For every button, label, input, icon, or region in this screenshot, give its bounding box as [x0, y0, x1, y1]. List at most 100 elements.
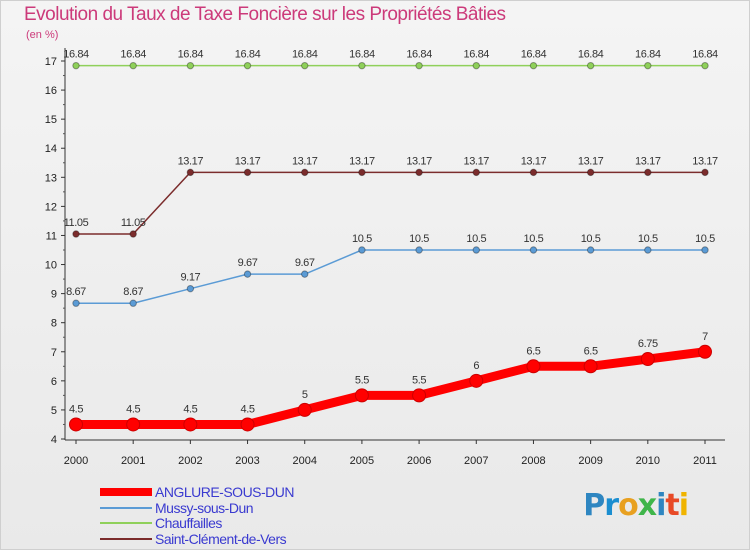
- data-point: [586, 246, 595, 254]
- legend-label-2: Chauffailles: [155, 515, 222, 531]
- data-label: 10.5: [466, 233, 486, 245]
- data-point: [412, 388, 427, 403]
- data-point: [129, 61, 137, 70]
- data-label: 10.5: [524, 233, 544, 245]
- data-point: [358, 168, 366, 177]
- x-tick-label: 2002: [178, 455, 202, 467]
- data-label: 6.5: [526, 345, 540, 357]
- data-point: [243, 270, 252, 278]
- data-point: [186, 284, 195, 293]
- data-label: 4.5: [126, 403, 140, 415]
- data-label: 5: [302, 389, 308, 401]
- x-tick-label: 2010: [636, 455, 660, 467]
- data-label: 10.5: [409, 233, 429, 245]
- legend-label-1: Mussy-sous-Dun: [155, 500, 253, 516]
- data-point: [358, 246, 366, 254]
- data-point: [126, 417, 141, 432]
- data-point: [472, 168, 480, 177]
- x-tick-label: 2001: [121, 455, 145, 467]
- data-label: 16.84: [349, 49, 375, 61]
- data-label: 13.17: [349, 155, 375, 167]
- y-tick-label: 9: [51, 289, 57, 301]
- data-label: 6: [473, 360, 479, 372]
- x-tick-label: 2011: [693, 455, 717, 467]
- x-tick-label: 2004: [292, 455, 316, 467]
- data-label-layer: 16.84 16.84 16.84 16.84 16.84 16.84 16.84 16.84…: [63, 49, 718, 416]
- data-point: [586, 168, 595, 177]
- data-point: [529, 168, 538, 177]
- data-point: [72, 299, 80, 307]
- data-point: [69, 417, 83, 432]
- data-label: 16.84: [521, 49, 547, 61]
- data-point: [72, 61, 80, 70]
- data-point: [586, 61, 595, 70]
- data-label: 4.5: [69, 403, 83, 415]
- data-point: [243, 61, 252, 70]
- data-point: [472, 61, 480, 70]
- x-tick-label: 2007: [464, 455, 488, 467]
- series-line-3: [75, 171, 706, 235]
- y-tick-label: 5: [51, 405, 57, 417]
- data-point: [354, 388, 369, 403]
- grid-layer: 4 5 6 7 8 9 10 11 12 13 14 15 16 17 2000 2001 2002 2003 20…: [45, 48, 725, 467]
- proxiti-logo: Proxiti: [583, 488, 689, 523]
- data-point: [640, 352, 655, 367]
- data-label: 16.84: [178, 49, 204, 61]
- data-label: 13.17: [521, 155, 547, 167]
- data-point: [529, 246, 538, 254]
- data-point: [698, 344, 712, 359]
- data-point: [415, 168, 423, 177]
- data-label: 13.17: [578, 155, 604, 167]
- data-point: [415, 61, 423, 70]
- series-layer: [69, 61, 712, 432]
- data-label: 13.17: [406, 155, 432, 167]
- data-label: 16.84: [292, 49, 318, 61]
- x-tick-label: 2006: [407, 455, 431, 467]
- data-label: 16.84: [692, 49, 718, 61]
- data-point: [243, 168, 252, 177]
- y-tick-label: 11: [46, 230, 57, 242]
- y-tick-label: 14: [45, 143, 57, 155]
- y-tick-label: 4: [51, 434, 57, 446]
- y-tick-label: 8: [51, 318, 57, 330]
- data-label: 4.5: [240, 403, 254, 415]
- legend-label-0: ANGLURE-SOUS-DUN: [155, 484, 294, 500]
- data-label: 16.84: [406, 49, 432, 61]
- y-tick-label: 15: [45, 114, 57, 126]
- y-tick-label: 17: [45, 56, 57, 68]
- data-label: 11.05: [121, 217, 146, 229]
- data-label: 13.17: [692, 155, 718, 167]
- data-label: 9.17: [180, 272, 200, 284]
- data-point: [297, 402, 312, 417]
- y-tick-label: 6: [51, 376, 57, 388]
- x-tick-label: 2003: [235, 455, 259, 467]
- data-label: 13.17: [635, 155, 661, 167]
- data-point: [469, 373, 484, 388]
- data-label: 5.5: [412, 374, 426, 386]
- data-point: [472, 246, 480, 254]
- data-point: [529, 61, 538, 70]
- x-tick-label: 2005: [350, 455, 374, 467]
- y-tick-label: 10: [45, 260, 57, 272]
- data-point: [301, 61, 309, 70]
- data-label: 10.5: [581, 233, 601, 245]
- data-point: [701, 168, 709, 177]
- data-point: [301, 168, 309, 177]
- chart-title: Evolution du Taux de Taxe Foncière sur l…: [24, 4, 506, 25]
- y-tick-label: 12: [45, 201, 57, 213]
- data-point: [72, 230, 80, 238]
- legend-label-3: Saint-Clément-de-Vers: [155, 531, 287, 547]
- data-point: [183, 417, 198, 432]
- x-tick-label: 2000: [64, 455, 88, 467]
- data-label: 13.17: [235, 155, 261, 167]
- data-label: 8.67: [66, 286, 86, 298]
- data-point: [129, 299, 137, 307]
- data-label: 4.5: [183, 403, 197, 415]
- data-point: [526, 359, 541, 374]
- data-point: [301, 270, 309, 278]
- y-tick-label: 13: [45, 172, 57, 184]
- x-tick-label: 2009: [578, 455, 602, 467]
- data-point: [644, 246, 652, 254]
